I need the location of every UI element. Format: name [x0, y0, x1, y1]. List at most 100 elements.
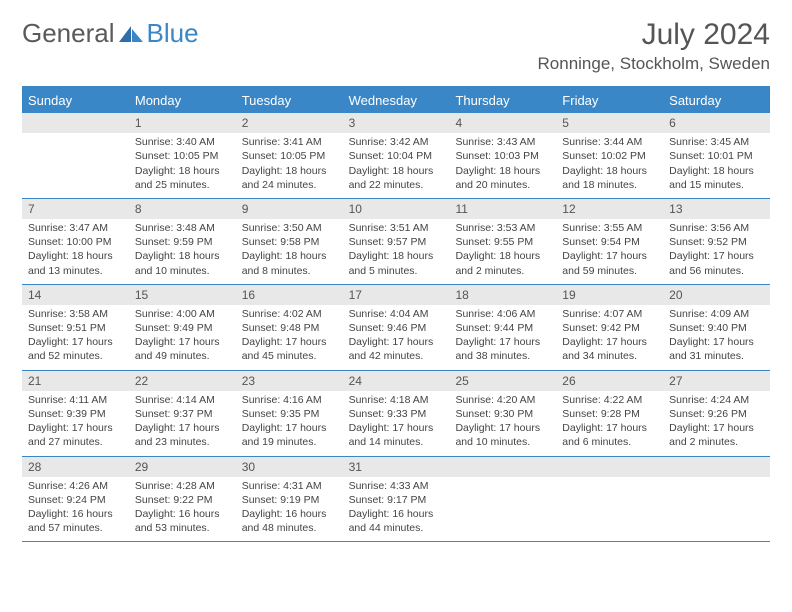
day-body: Sunrise: 4:14 AMSunset: 9:37 PMDaylight:…: [129, 391, 236, 456]
day-number: [556, 457, 663, 477]
header-bar: General Blue July 2024 Ronninge, Stockho…: [22, 18, 770, 74]
daylight-text: Daylight: 18 hours and 8 minutes.: [242, 249, 337, 277]
day-cell: 29Sunrise: 4:28 AMSunset: 9:22 PMDayligh…: [129, 457, 236, 542]
day-cell: [556, 457, 663, 542]
sunrise-text: Sunrise: 3:41 AM: [242, 135, 337, 149]
sunrise-text: Sunrise: 4:26 AM: [28, 479, 123, 493]
daylight-text: Daylight: 17 hours and 19 minutes.: [242, 421, 337, 449]
day-body: Sunrise: 4:20 AMSunset: 9:30 PMDaylight:…: [449, 391, 556, 456]
day-number: 24: [343, 371, 450, 391]
daylight-text: Daylight: 17 hours and 27 minutes.: [28, 421, 123, 449]
daylight-text: Daylight: 16 hours and 44 minutes.: [349, 507, 444, 535]
day-number: 21: [22, 371, 129, 391]
sunrise-text: Sunrise: 3:43 AM: [455, 135, 550, 149]
sunset-text: Sunset: 9:30 PM: [455, 407, 550, 421]
logo: General Blue: [22, 18, 199, 49]
weekday-header: Sunday: [22, 88, 129, 113]
day-number: 22: [129, 371, 236, 391]
daylight-text: Daylight: 17 hours and 31 minutes.: [669, 335, 764, 363]
day-cell: 30Sunrise: 4:31 AMSunset: 9:19 PMDayligh…: [236, 457, 343, 542]
sunrise-text: Sunrise: 4:22 AM: [562, 393, 657, 407]
day-number: 14: [22, 285, 129, 305]
daylight-text: Daylight: 16 hours and 48 minutes.: [242, 507, 337, 535]
day-number: 4: [449, 113, 556, 133]
day-number: 13: [663, 199, 770, 219]
sunrise-text: Sunrise: 3:40 AM: [135, 135, 230, 149]
week-row: 1Sunrise: 3:40 AMSunset: 10:05 PMDayligh…: [22, 113, 770, 199]
sunrise-text: Sunrise: 4:00 AM: [135, 307, 230, 321]
daylight-text: Daylight: 18 hours and 18 minutes.: [562, 164, 657, 192]
sunrise-text: Sunrise: 4:24 AM: [669, 393, 764, 407]
daylight-text: Daylight: 17 hours and 59 minutes.: [562, 249, 657, 277]
sunrise-text: Sunrise: 3:42 AM: [349, 135, 444, 149]
day-number: 31: [343, 457, 450, 477]
daylight-text: Daylight: 18 hours and 20 minutes.: [455, 164, 550, 192]
day-cell: 21Sunrise: 4:11 AMSunset: 9:39 PMDayligh…: [22, 371, 129, 456]
sunset-text: Sunset: 9:19 PM: [242, 493, 337, 507]
day-body: Sunrise: 3:42 AMSunset: 10:04 PMDaylight…: [343, 133, 450, 198]
weekday-header-row: Sunday Monday Tuesday Wednesday Thursday…: [22, 88, 770, 113]
day-number: 23: [236, 371, 343, 391]
day-cell: 25Sunrise: 4:20 AMSunset: 9:30 PMDayligh…: [449, 371, 556, 456]
day-body: Sunrise: 4:09 AMSunset: 9:40 PMDaylight:…: [663, 305, 770, 370]
sunrise-text: Sunrise: 4:20 AM: [455, 393, 550, 407]
daylight-text: Daylight: 17 hours and 49 minutes.: [135, 335, 230, 363]
day-cell: 1Sunrise: 3:40 AMSunset: 10:05 PMDayligh…: [129, 113, 236, 198]
day-number: 18: [449, 285, 556, 305]
sunset-text: Sunset: 9:22 PM: [135, 493, 230, 507]
day-number: 25: [449, 371, 556, 391]
daylight-text: Daylight: 17 hours and 6 minutes.: [562, 421, 657, 449]
day-cell: 8Sunrise: 3:48 AMSunset: 9:59 PMDaylight…: [129, 199, 236, 284]
daylight-text: Daylight: 16 hours and 53 minutes.: [135, 507, 230, 535]
sunrise-text: Sunrise: 4:02 AM: [242, 307, 337, 321]
day-body: Sunrise: 4:06 AMSunset: 9:44 PMDaylight:…: [449, 305, 556, 370]
weekday-header: Thursday: [449, 88, 556, 113]
sunset-text: Sunset: 9:52 PM: [669, 235, 764, 249]
daylight-text: Daylight: 17 hours and 10 minutes.: [455, 421, 550, 449]
sunrise-text: Sunrise: 3:50 AM: [242, 221, 337, 235]
day-number: 8: [129, 199, 236, 219]
day-number: [22, 113, 129, 133]
day-body: Sunrise: 4:24 AMSunset: 9:26 PMDaylight:…: [663, 391, 770, 456]
day-body: Sunrise: 4:22 AMSunset: 9:28 PMDaylight:…: [556, 391, 663, 456]
sunrise-text: Sunrise: 4:09 AM: [669, 307, 764, 321]
logo-text-blue: Blue: [147, 18, 199, 49]
sunrise-text: Sunrise: 4:16 AM: [242, 393, 337, 407]
title-block: July 2024 Ronninge, Stockholm, Sweden: [538, 18, 770, 74]
daylight-text: Daylight: 17 hours and 14 minutes.: [349, 421, 444, 449]
sunset-text: Sunset: 9:42 PM: [562, 321, 657, 335]
day-body: Sunrise: 3:44 AMSunset: 10:02 PMDaylight…: [556, 133, 663, 198]
sunset-text: Sunset: 10:05 PM: [135, 149, 230, 163]
day-number: 20: [663, 285, 770, 305]
sunset-text: Sunset: 9:48 PM: [242, 321, 337, 335]
day-body: Sunrise: 4:28 AMSunset: 9:22 PMDaylight:…: [129, 477, 236, 542]
day-body: Sunrise: 4:11 AMSunset: 9:39 PMDaylight:…: [22, 391, 129, 456]
sunset-text: Sunset: 10:04 PM: [349, 149, 444, 163]
weekday-header: Saturday: [663, 88, 770, 113]
day-body: Sunrise: 4:00 AMSunset: 9:49 PMDaylight:…: [129, 305, 236, 370]
calendar: Sunday Monday Tuesday Wednesday Thursday…: [22, 86, 770, 542]
day-body: Sunrise: 3:48 AMSunset: 9:59 PMDaylight:…: [129, 219, 236, 284]
daylight-text: Daylight: 17 hours and 23 minutes.: [135, 421, 230, 449]
weekday-header: Monday: [129, 88, 236, 113]
day-cell: 19Sunrise: 4:07 AMSunset: 9:42 PMDayligh…: [556, 285, 663, 370]
day-cell: 11Sunrise: 3:53 AMSunset: 9:55 PMDayligh…: [449, 199, 556, 284]
day-body: [556, 477, 663, 485]
sunrise-text: Sunrise: 3:47 AM: [28, 221, 123, 235]
day-cell: [449, 457, 556, 542]
day-cell: [22, 113, 129, 198]
daylight-text: Daylight: 16 hours and 57 minutes.: [28, 507, 123, 535]
sunset-text: Sunset: 9:24 PM: [28, 493, 123, 507]
day-cell: 18Sunrise: 4:06 AMSunset: 9:44 PMDayligh…: [449, 285, 556, 370]
day-cell: 24Sunrise: 4:18 AMSunset: 9:33 PMDayligh…: [343, 371, 450, 456]
sunset-text: Sunset: 10:05 PM: [242, 149, 337, 163]
day-cell: [663, 457, 770, 542]
day-body: Sunrise: 3:58 AMSunset: 9:51 PMDaylight:…: [22, 305, 129, 370]
day-number: 12: [556, 199, 663, 219]
day-number: 15: [129, 285, 236, 305]
day-body: Sunrise: 3:41 AMSunset: 10:05 PMDaylight…: [236, 133, 343, 198]
sunrise-text: Sunrise: 4:14 AM: [135, 393, 230, 407]
daylight-text: Daylight: 17 hours and 38 minutes.: [455, 335, 550, 363]
sunset-text: Sunset: 9:40 PM: [669, 321, 764, 335]
daylight-text: Daylight: 17 hours and 56 minutes.: [669, 249, 764, 277]
